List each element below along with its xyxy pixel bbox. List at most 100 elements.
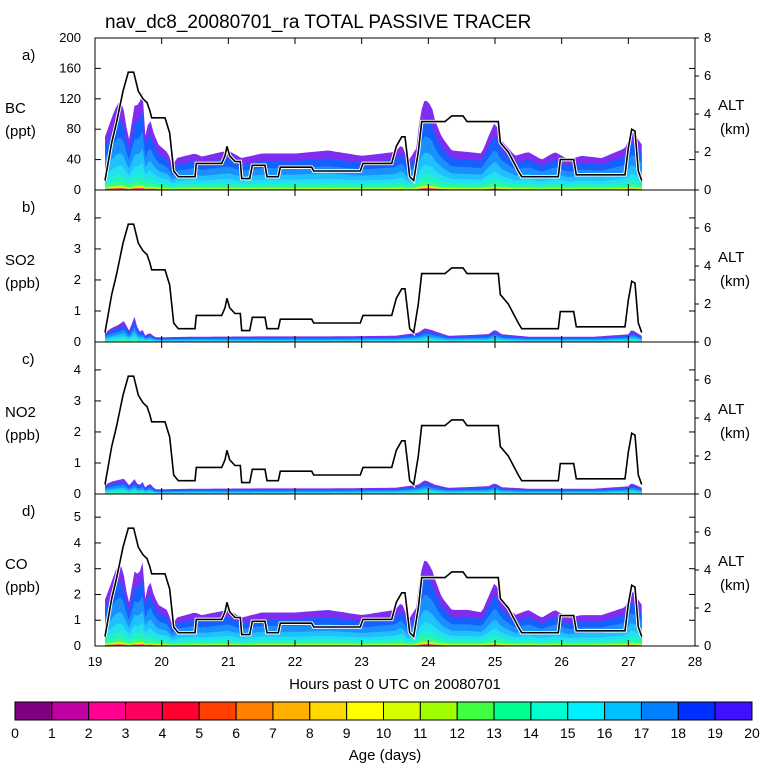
y-tick-label: 80	[67, 121, 81, 136]
colorbar-tick-label: 14	[523, 725, 539, 741]
y-tick-label: 4	[74, 362, 81, 377]
colorbar-tick-label: 13	[486, 725, 502, 741]
alt-tick-label: 6	[704, 68, 711, 83]
y-axis-label: BC	[5, 100, 26, 117]
tracer-band-6	[105, 180, 642, 190]
alt-tick-label: 0	[704, 486, 711, 501]
y-tick-label: 3	[74, 241, 81, 256]
x-tick-label: 28	[688, 654, 702, 669]
x-tick-label: 21	[221, 654, 235, 669]
colorbar-swatch	[346, 701, 384, 721]
colorbar-swatch	[677, 701, 716, 721]
altitude-line	[104, 223, 643, 335]
colorbar-swatch	[14, 701, 53, 721]
tracer-band-2	[105, 326, 642, 342]
colorbar-swatch	[640, 701, 679, 721]
alt-axis-label: ALT	[718, 97, 744, 114]
alt-tick-label: 2	[704, 144, 711, 159]
colorbar-swatch	[125, 701, 163, 721]
alt-axis-label: ALT	[718, 401, 744, 418]
x-tick-label: 27	[621, 654, 635, 669]
tracer-band-4	[105, 335, 642, 342]
panel-label: c)	[22, 351, 35, 368]
tracer-band-7	[105, 641, 642, 646]
alt-tick-label: 4	[704, 410, 711, 425]
alt-axis-label: ALT	[718, 553, 744, 570]
x-tick-label: 23	[354, 654, 368, 669]
altitude-line	[104, 375, 643, 487]
y-tick-label: 2	[74, 586, 81, 601]
tracer-band-5	[105, 491, 642, 494]
colorbar-tick-label: 8	[306, 725, 314, 741]
x-tick-label: 22	[288, 654, 302, 669]
y-tick-label: 4	[74, 210, 81, 225]
x-tick-label: 19	[88, 654, 102, 669]
x-axis: 19 20 21 22 23 24 25 26 27 28 Hours past 0 UTC on …	[88, 654, 702, 693]
colorbar-swatch	[567, 701, 606, 721]
alt-tick-label: 0	[704, 638, 711, 653]
colorbar-swatch	[714, 701, 753, 721]
alt-axis-label: ALT	[718, 249, 744, 266]
y-tick-label: 0	[74, 638, 81, 653]
y-axis-units: (ppb)	[5, 275, 40, 292]
y-tick-label: 1	[74, 455, 81, 470]
tracer-bands	[105, 478, 642, 494]
altitude-line	[104, 527, 643, 639]
y-tick-label: 120	[59, 91, 81, 106]
colorbar-swatch	[51, 701, 90, 721]
alt-tick-label: 2	[704, 600, 711, 615]
colorbar-tick-label: 7	[269, 725, 277, 741]
tracer-band-3	[105, 331, 642, 342]
y-tick-label: 200	[59, 30, 81, 45]
alt-tick-label: 0	[704, 182, 711, 197]
y-tick-label: 160	[59, 60, 81, 75]
y-tick-label: 3	[74, 393, 81, 408]
colorbar-swatch	[456, 701, 495, 721]
colorbar-tick-label: 3	[122, 725, 130, 741]
y-tick-label: 0	[74, 486, 81, 501]
x-tick-label: 25	[488, 654, 502, 669]
y-axis-units: (ppb)	[5, 579, 40, 596]
panel-frame	[94, 341, 696, 495]
y-tick-label: 40	[67, 152, 81, 167]
panels: 0408012016020002468a)BC(ppt)ALT(km)01234…	[5, 30, 750, 653]
alt-tick-label: 0	[704, 334, 711, 349]
tracer-band-6	[105, 637, 642, 646]
colorbar-tick-label: 17	[634, 725, 650, 741]
colorbar-tick-label: 6	[232, 725, 240, 741]
tracer-band-6	[105, 339, 642, 342]
colorbar-swatch	[309, 701, 348, 721]
y-axis-units: (ppt)	[5, 123, 36, 140]
alt-tick-label: 4	[704, 258, 711, 273]
alt-axis-units: (km)	[720, 425, 750, 442]
colorbar-swatch	[88, 701, 127, 721]
y-axis-label: CO	[5, 556, 28, 573]
chart-title: nav_dc8_20080701_ra TOTAL PASSIVE TRACER	[105, 12, 531, 33]
alt-tick-label: 4	[704, 562, 711, 577]
x-tick-label: 26	[554, 654, 568, 669]
panel-no2: 0 1 2 3 4 0 2 4 6 c) NO2 (ppb) ALT (km)	[5, 341, 750, 501]
y-tick-label: 3	[74, 561, 81, 576]
y-tick-label: 4	[74, 535, 81, 550]
panel-label: d)	[22, 503, 35, 520]
colorbar-tick-label: 4	[159, 725, 167, 741]
colorbar-tick-label: 16	[597, 725, 613, 741]
alt-tick-label: 2	[704, 296, 711, 311]
tracer-band-7	[105, 185, 642, 190]
tracer-band-5	[105, 172, 642, 190]
alt-axis-units: (km)	[720, 273, 750, 290]
colorbar-swatch	[272, 701, 311, 721]
alt-tick-label: 4	[704, 106, 711, 121]
y-tick-label: 2	[74, 424, 81, 439]
alt-axis-units: (km)	[720, 577, 750, 594]
panel-label: a)	[22, 47, 35, 64]
colorbar-tick-label: 11	[413, 725, 428, 741]
colorbar-tick-label: 12	[449, 725, 465, 741]
x-tick-label: 20	[154, 654, 168, 669]
colorbar-tick-label: 1	[48, 725, 56, 741]
colorbar-swatch	[530, 701, 569, 721]
colorbar-tick-label: 0	[11, 725, 19, 741]
alt-axis-units: (km)	[720, 121, 750, 138]
colorbar-swatch	[161, 701, 200, 721]
